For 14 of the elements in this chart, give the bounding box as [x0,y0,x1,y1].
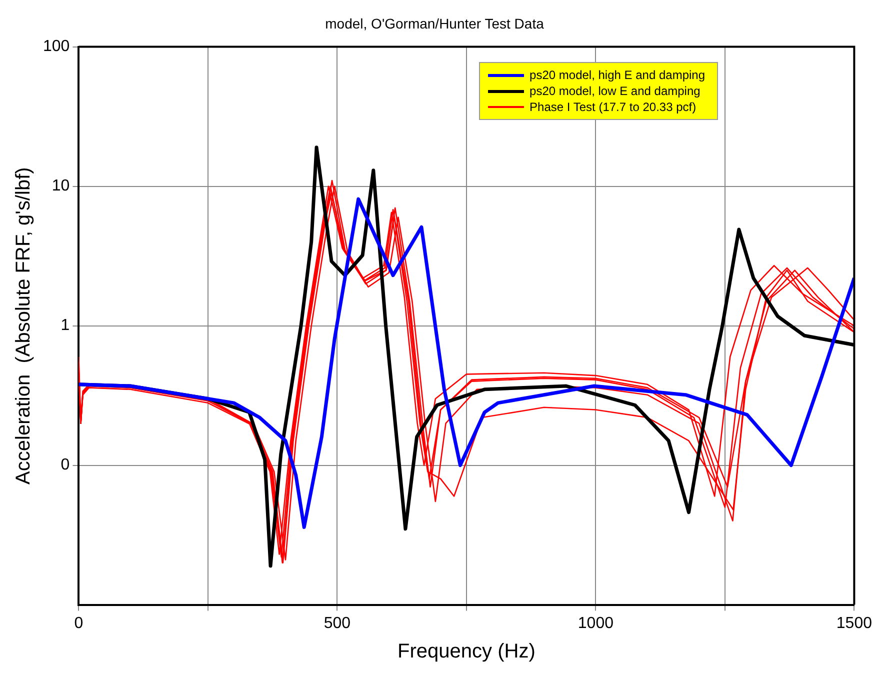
x-tick-label: 1500 [836,614,872,632]
legend-label: ps20 model, high E and damping [530,67,705,83]
chart-title: model, O'Gorman/Hunter Test Data [325,15,544,32]
y-tick-label: 10 [52,178,70,195]
y-axis-title: Acceleration (Absolute FRF, g's/lbf) [12,167,35,484]
y-tick-label: 0 [60,456,70,474]
legend-label: Phase I Test (17.7 to 20.33 pcf) [530,99,696,115]
y-tick-label: 1 [60,317,70,334]
legend-label: ps20 model, low E and damping [530,83,700,99]
x-tick-label: 500 [324,614,351,632]
x-tick-label: 0 [74,614,84,632]
x-tick-label: 1000 [578,614,614,632]
x-axis-title: Frequency (Hz) [398,640,536,663]
y-tick-label: 100 [42,38,70,56]
